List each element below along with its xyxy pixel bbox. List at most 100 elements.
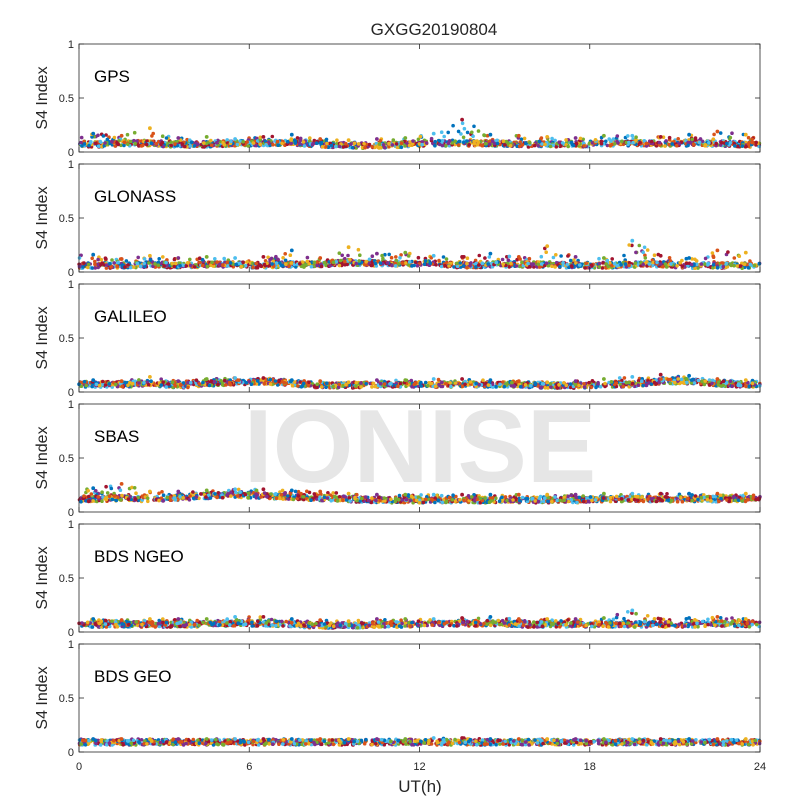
peak-point [91,131,96,136]
data-point [597,261,602,266]
data-point [308,136,312,140]
peak-point [261,376,266,380]
data-point [641,250,645,255]
data-point [143,264,147,269]
data-point [444,143,448,148]
data-point [518,144,522,148]
data-point [390,263,394,268]
data-point [87,143,91,148]
data-point [229,139,233,144]
data-point [77,264,82,269]
data-point [420,142,424,147]
data-point [96,257,100,262]
data-point [264,143,268,147]
data-point [429,136,434,141]
data-point [684,261,689,266]
data-point [354,261,359,266]
data-point [710,378,715,383]
data-point [258,142,263,146]
data-point [536,144,541,148]
y-tick-label: 1 [68,159,74,171]
data-point [578,136,583,141]
data-point [520,260,524,265]
data-point [732,256,737,260]
data-point [331,260,336,265]
data-point [389,255,394,260]
data-point [574,141,579,146]
data-point [222,378,227,383]
data-point [161,255,165,259]
data-point [735,264,740,268]
data-point [399,145,404,150]
data-point [90,256,94,261]
peak-point [204,377,209,381]
data-point [259,264,264,269]
data-point [284,262,288,267]
data-point [728,141,733,145]
data-point [649,139,654,144]
data-point [325,141,329,146]
data-point [286,139,290,144]
data-point [393,264,398,268]
data-point [746,135,751,140]
data-point [455,261,459,266]
data-point [581,137,585,142]
data-point [357,259,362,263]
data-point [137,378,141,382]
data-point [356,247,361,252]
data-point [721,264,726,269]
data-point [458,261,463,265]
data-point [617,376,622,380]
data-point [676,377,680,381]
data-point [349,142,353,146]
data-point [146,382,151,387]
panel-label: GLONASS [94,187,176,206]
data-point [276,143,280,147]
data-point [126,142,130,147]
data-point [225,138,229,142]
peak-point [119,379,124,384]
data-point [82,379,87,384]
peak-point [602,377,606,381]
data-point [666,377,670,382]
data-point [502,384,507,389]
data-point [98,139,103,144]
peak-point [488,251,493,256]
data-point [205,264,210,269]
data-point [453,139,458,143]
peak-point [743,250,748,255]
data-point [84,383,89,388]
data-points [78,117,762,150]
data-point [278,261,282,265]
data-point [398,255,402,260]
data-point [148,258,153,262]
data-point [433,139,438,144]
data-point [500,257,505,262]
data-point [679,377,684,382]
data-point [553,138,557,143]
data-point [669,262,673,266]
data-point [289,141,294,146]
figure-title: GXGG20190804 [371,20,498,39]
data-point [624,381,629,385]
data-point [582,144,586,148]
data-point [387,141,391,146]
data-point [468,380,473,384]
data-point [550,136,554,141]
peak-point [233,256,238,260]
data-point [283,252,288,256]
data-point [757,144,761,149]
peak-point [602,256,606,260]
data-point [115,141,119,145]
y-tick-label: 0.5 [59,333,74,345]
data-point [663,262,668,266]
data-point [255,379,260,383]
data-point [396,384,400,389]
data-point [153,262,157,266]
data-point [156,263,161,268]
data-point [726,250,730,254]
data-point [613,142,617,146]
data-point [644,141,649,146]
data-point [544,250,548,254]
